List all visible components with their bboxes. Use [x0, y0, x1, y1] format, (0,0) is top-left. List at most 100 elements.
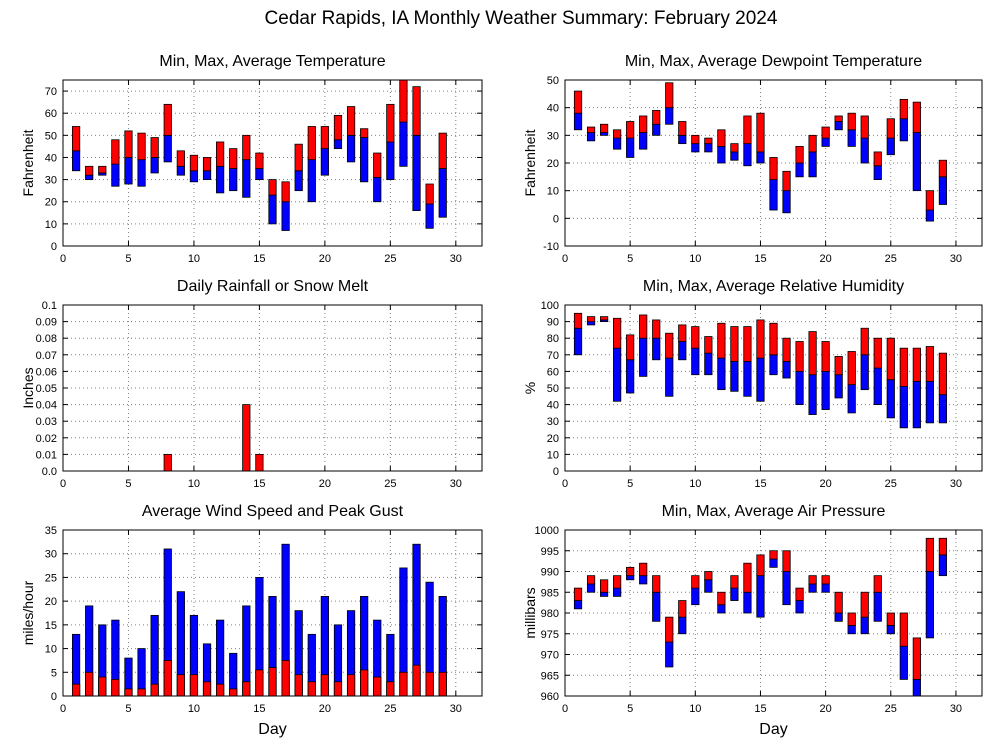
bar-lower	[873, 165, 882, 180]
bar-lower	[704, 352, 713, 376]
bar-lower	[639, 575, 648, 585]
bar-upper	[873, 337, 882, 369]
bar-upper	[71, 126, 81, 152]
bar-upper	[743, 562, 752, 593]
bar-upper	[586, 126, 596, 133]
x-tick-label: 30	[950, 703, 962, 715]
y-tick-label: 0.05	[36, 383, 57, 395]
bar-upper	[691, 326, 700, 349]
bar-lower	[873, 367, 882, 405]
bar-lower	[613, 137, 622, 150]
y-tick-label: 10	[547, 449, 559, 461]
bar-lower	[652, 591, 661, 622]
bar-upper	[150, 137, 159, 158]
bar-lower	[860, 616, 869, 635]
x-tick-label: 15	[754, 253, 766, 265]
bar-lower	[743, 591, 752, 614]
y-tick-label: 0.0	[42, 466, 57, 478]
bar-lower	[717, 604, 726, 614]
bar-upper	[678, 600, 687, 618]
bar-lower	[808, 583, 817, 593]
bar-average	[386, 681, 395, 697]
bar-upper	[573, 587, 583, 601]
bar-upper	[925, 537, 934, 572]
x-tick-label: 25	[384, 703, 396, 715]
bars	[163, 404, 264, 472]
bar-upper	[717, 322, 726, 359]
bar-lower	[665, 107, 674, 125]
bar-upper	[599, 316, 609, 321]
bar-upper	[886, 612, 895, 626]
bar-average	[294, 674, 303, 697]
bar-upper	[665, 616, 674, 643]
bar-lower	[743, 143, 752, 167]
y-tick-label: 10	[45, 644, 57, 656]
y-tick-label: 0.08	[36, 333, 57, 345]
bar-upper	[808, 134, 817, 153]
bars	[573, 537, 948, 697]
bar-lower	[229, 168, 238, 192]
bar-upper	[847, 112, 856, 131]
bar-lower	[847, 129, 856, 147]
bar-lower	[730, 587, 739, 601]
x-tick-label: 0	[562, 703, 568, 715]
bar-lower	[886, 379, 895, 419]
bar-upper	[925, 346, 934, 382]
bar-lower	[111, 163, 120, 187]
bar-lower	[216, 165, 225, 194]
y-tick-label: 40	[45, 152, 57, 164]
bar-upper	[704, 137, 713, 145]
bar-lower	[626, 575, 635, 581]
bar-upper	[899, 612, 908, 647]
bar-lower	[665, 357, 674, 397]
bar-upper	[886, 118, 895, 139]
bar-upper	[599, 123, 609, 133]
y-tick-label: 70	[547, 350, 559, 362]
bar-lower	[769, 179, 778, 211]
bar-upper	[873, 151, 882, 167]
bar-lower	[307, 159, 316, 203]
bar-upper	[730, 326, 739, 362]
bar-upper	[573, 90, 583, 114]
x-tick-label: 25	[384, 253, 396, 265]
plot-frame	[564, 79, 983, 247]
y-tick-label: 10	[45, 219, 57, 231]
bar-lower	[821, 583, 830, 593]
bar-average	[163, 660, 172, 697]
bar-upper	[412, 86, 421, 136]
bar-upper	[202, 157, 212, 172]
y-tick-label: 50	[45, 130, 57, 142]
x-tick-label: 10	[689, 703, 701, 715]
chart-title: Min, Max, Average Temperature	[159, 53, 385, 70]
bar-lower	[860, 137, 869, 164]
bar-average	[399, 671, 408, 697]
y-tick-label: 975	[541, 629, 559, 641]
bar-upper	[743, 326, 752, 362]
bar-lower	[176, 165, 185, 176]
chart-pressure: Min, Max, Average Air Pressure millibars D…	[522, 503, 983, 738]
x-tick-label: 20	[319, 703, 331, 715]
y-tick-label: 960	[541, 691, 559, 703]
bar-lower	[860, 354, 869, 391]
y-tick-label: 0.1	[42, 300, 57, 312]
bar-lower	[202, 170, 212, 181]
bar-lower	[730, 151, 739, 161]
bar-lower	[626, 359, 635, 394]
x-tick-label: 30	[450, 253, 462, 265]
bar-average	[98, 676, 107, 697]
bar-average	[85, 671, 94, 697]
bar-upper	[938, 537, 948, 556]
bar-upper	[860, 115, 869, 139]
bar-upper	[834, 591, 843, 614]
bar-upper	[386, 103, 395, 143]
y-axis-label: millibars	[522, 587, 538, 638]
bar-lower	[678, 341, 687, 361]
x-tick-label: 25	[384, 478, 396, 490]
bar-upper	[743, 115, 752, 145]
y-tick-label: 0.02	[36, 433, 57, 445]
bar-lower	[639, 132, 648, 150]
bar-lower	[573, 112, 583, 131]
bar-lower	[163, 134, 172, 163]
bar-lower	[782, 190, 791, 214]
bar-lower	[834, 121, 843, 131]
